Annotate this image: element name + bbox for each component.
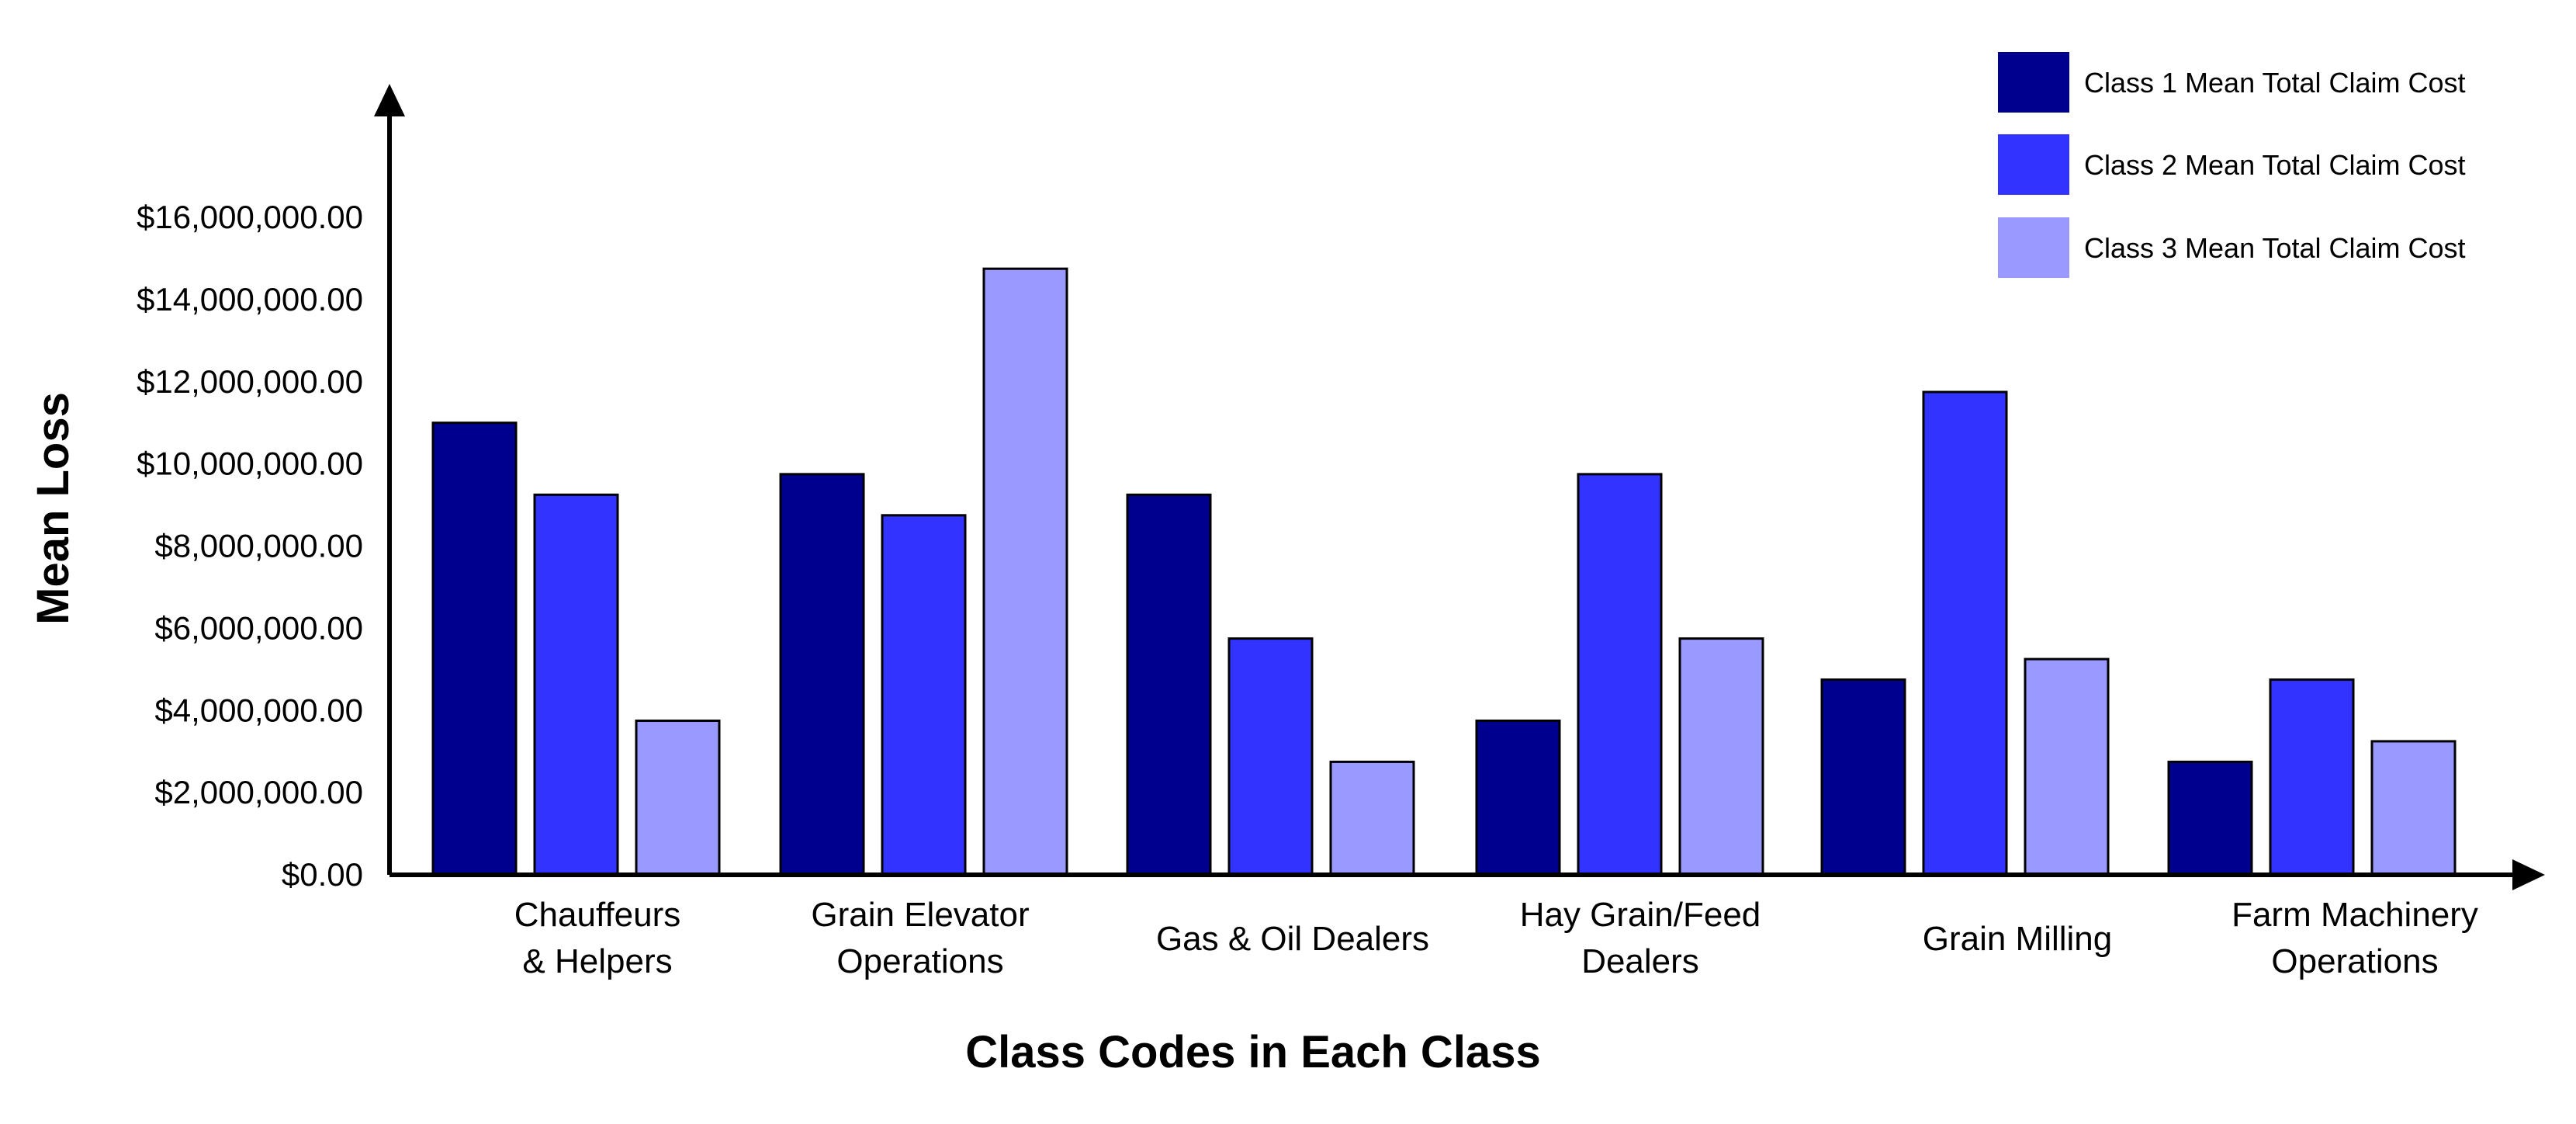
y-tick-label: $14,000,000.00 xyxy=(137,281,363,317)
x-tick-label: Grain Milling xyxy=(1923,920,2113,958)
legend: Class 1 Mean Total Claim Cost Class 2 Mea… xyxy=(1998,52,2466,278)
y-tick-label: $6,000,000.00 xyxy=(154,609,363,646)
y-tick-label: $10,000,000.00 xyxy=(137,446,363,482)
bar xyxy=(1475,719,1561,876)
bar xyxy=(533,493,619,876)
bar xyxy=(2269,678,2355,876)
legend-swatch xyxy=(1998,52,2069,113)
bar xyxy=(2024,657,2110,876)
bar xyxy=(779,473,865,876)
y-tick-label: $12,000,000.00 xyxy=(137,363,363,400)
bar xyxy=(881,514,967,876)
bar xyxy=(1678,637,1764,876)
bar xyxy=(635,719,721,876)
x-tick-label: Hay Grain/Feed Dealers xyxy=(1520,896,1761,980)
x-axis-category-labels: Chauffeurs & Helpers Grain Elevator Operati… xyxy=(514,896,2478,980)
y-tick-label: $16,000,000.00 xyxy=(137,199,363,235)
legend-swatch xyxy=(1998,217,2069,278)
bar xyxy=(982,267,1068,876)
x-tick-label: Chauffeurs & Helpers xyxy=(514,896,680,980)
legend-label: Class 2 Mean Total Claim Cost xyxy=(2084,149,2466,181)
legend-swatch xyxy=(1998,134,2069,195)
bar xyxy=(1577,473,1663,876)
y-tick-label: $8,000,000.00 xyxy=(154,528,363,564)
legend-label: Class 1 Mean Total Claim Cost xyxy=(2084,67,2466,99)
bar xyxy=(431,422,518,876)
x-tick-label: Farm Machinery Operations xyxy=(2231,896,2478,980)
y-axis-title: Mean Loss xyxy=(28,392,78,625)
bar xyxy=(2167,760,2253,876)
bar xyxy=(1227,637,1314,876)
bar xyxy=(1922,390,2008,876)
bar xyxy=(2370,740,2457,876)
y-axis-arrowhead xyxy=(374,84,405,116)
bar xyxy=(1126,493,1212,876)
y-tick-label: $0.00 xyxy=(282,856,363,893)
bar xyxy=(1329,760,1415,876)
x-tick-label: Grain Elevator Operations xyxy=(811,896,1029,980)
bars xyxy=(431,267,2457,876)
x-axis-title: Class Codes in Each Class xyxy=(965,1027,1540,1077)
legend-label: Class 3 Mean Total Claim Cost xyxy=(2084,232,2466,264)
y-tick-label: $4,000,000.00 xyxy=(154,692,363,728)
y-tick-label: $2,000,000.00 xyxy=(154,774,363,810)
x-axis-arrowhead xyxy=(2512,859,2545,890)
x-tick-label: Gas & Oil Dealers xyxy=(1156,920,1429,958)
bar xyxy=(1820,678,1906,876)
y-axis-ticks: $0.00 $2,000,000.00 $4,000,000.00 $6,000,00… xyxy=(137,199,363,893)
